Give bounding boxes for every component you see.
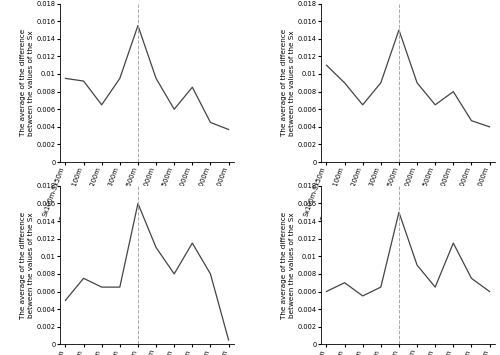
Y-axis label: The average of the difference
between the values of the Sx: The average of the difference between th… bbox=[282, 29, 295, 136]
Y-axis label: The average of the difference
between the values of the Sx: The average of the difference between th… bbox=[282, 212, 295, 319]
Y-axis label: The average of the difference
between the values of the Sx: The average of the difference between th… bbox=[20, 29, 34, 136]
Text: (b): (b) bbox=[400, 260, 415, 271]
Text: (a): (a) bbox=[140, 260, 154, 271]
Y-axis label: The average of the difference
between the values of the Sx: The average of the difference between th… bbox=[20, 212, 34, 319]
